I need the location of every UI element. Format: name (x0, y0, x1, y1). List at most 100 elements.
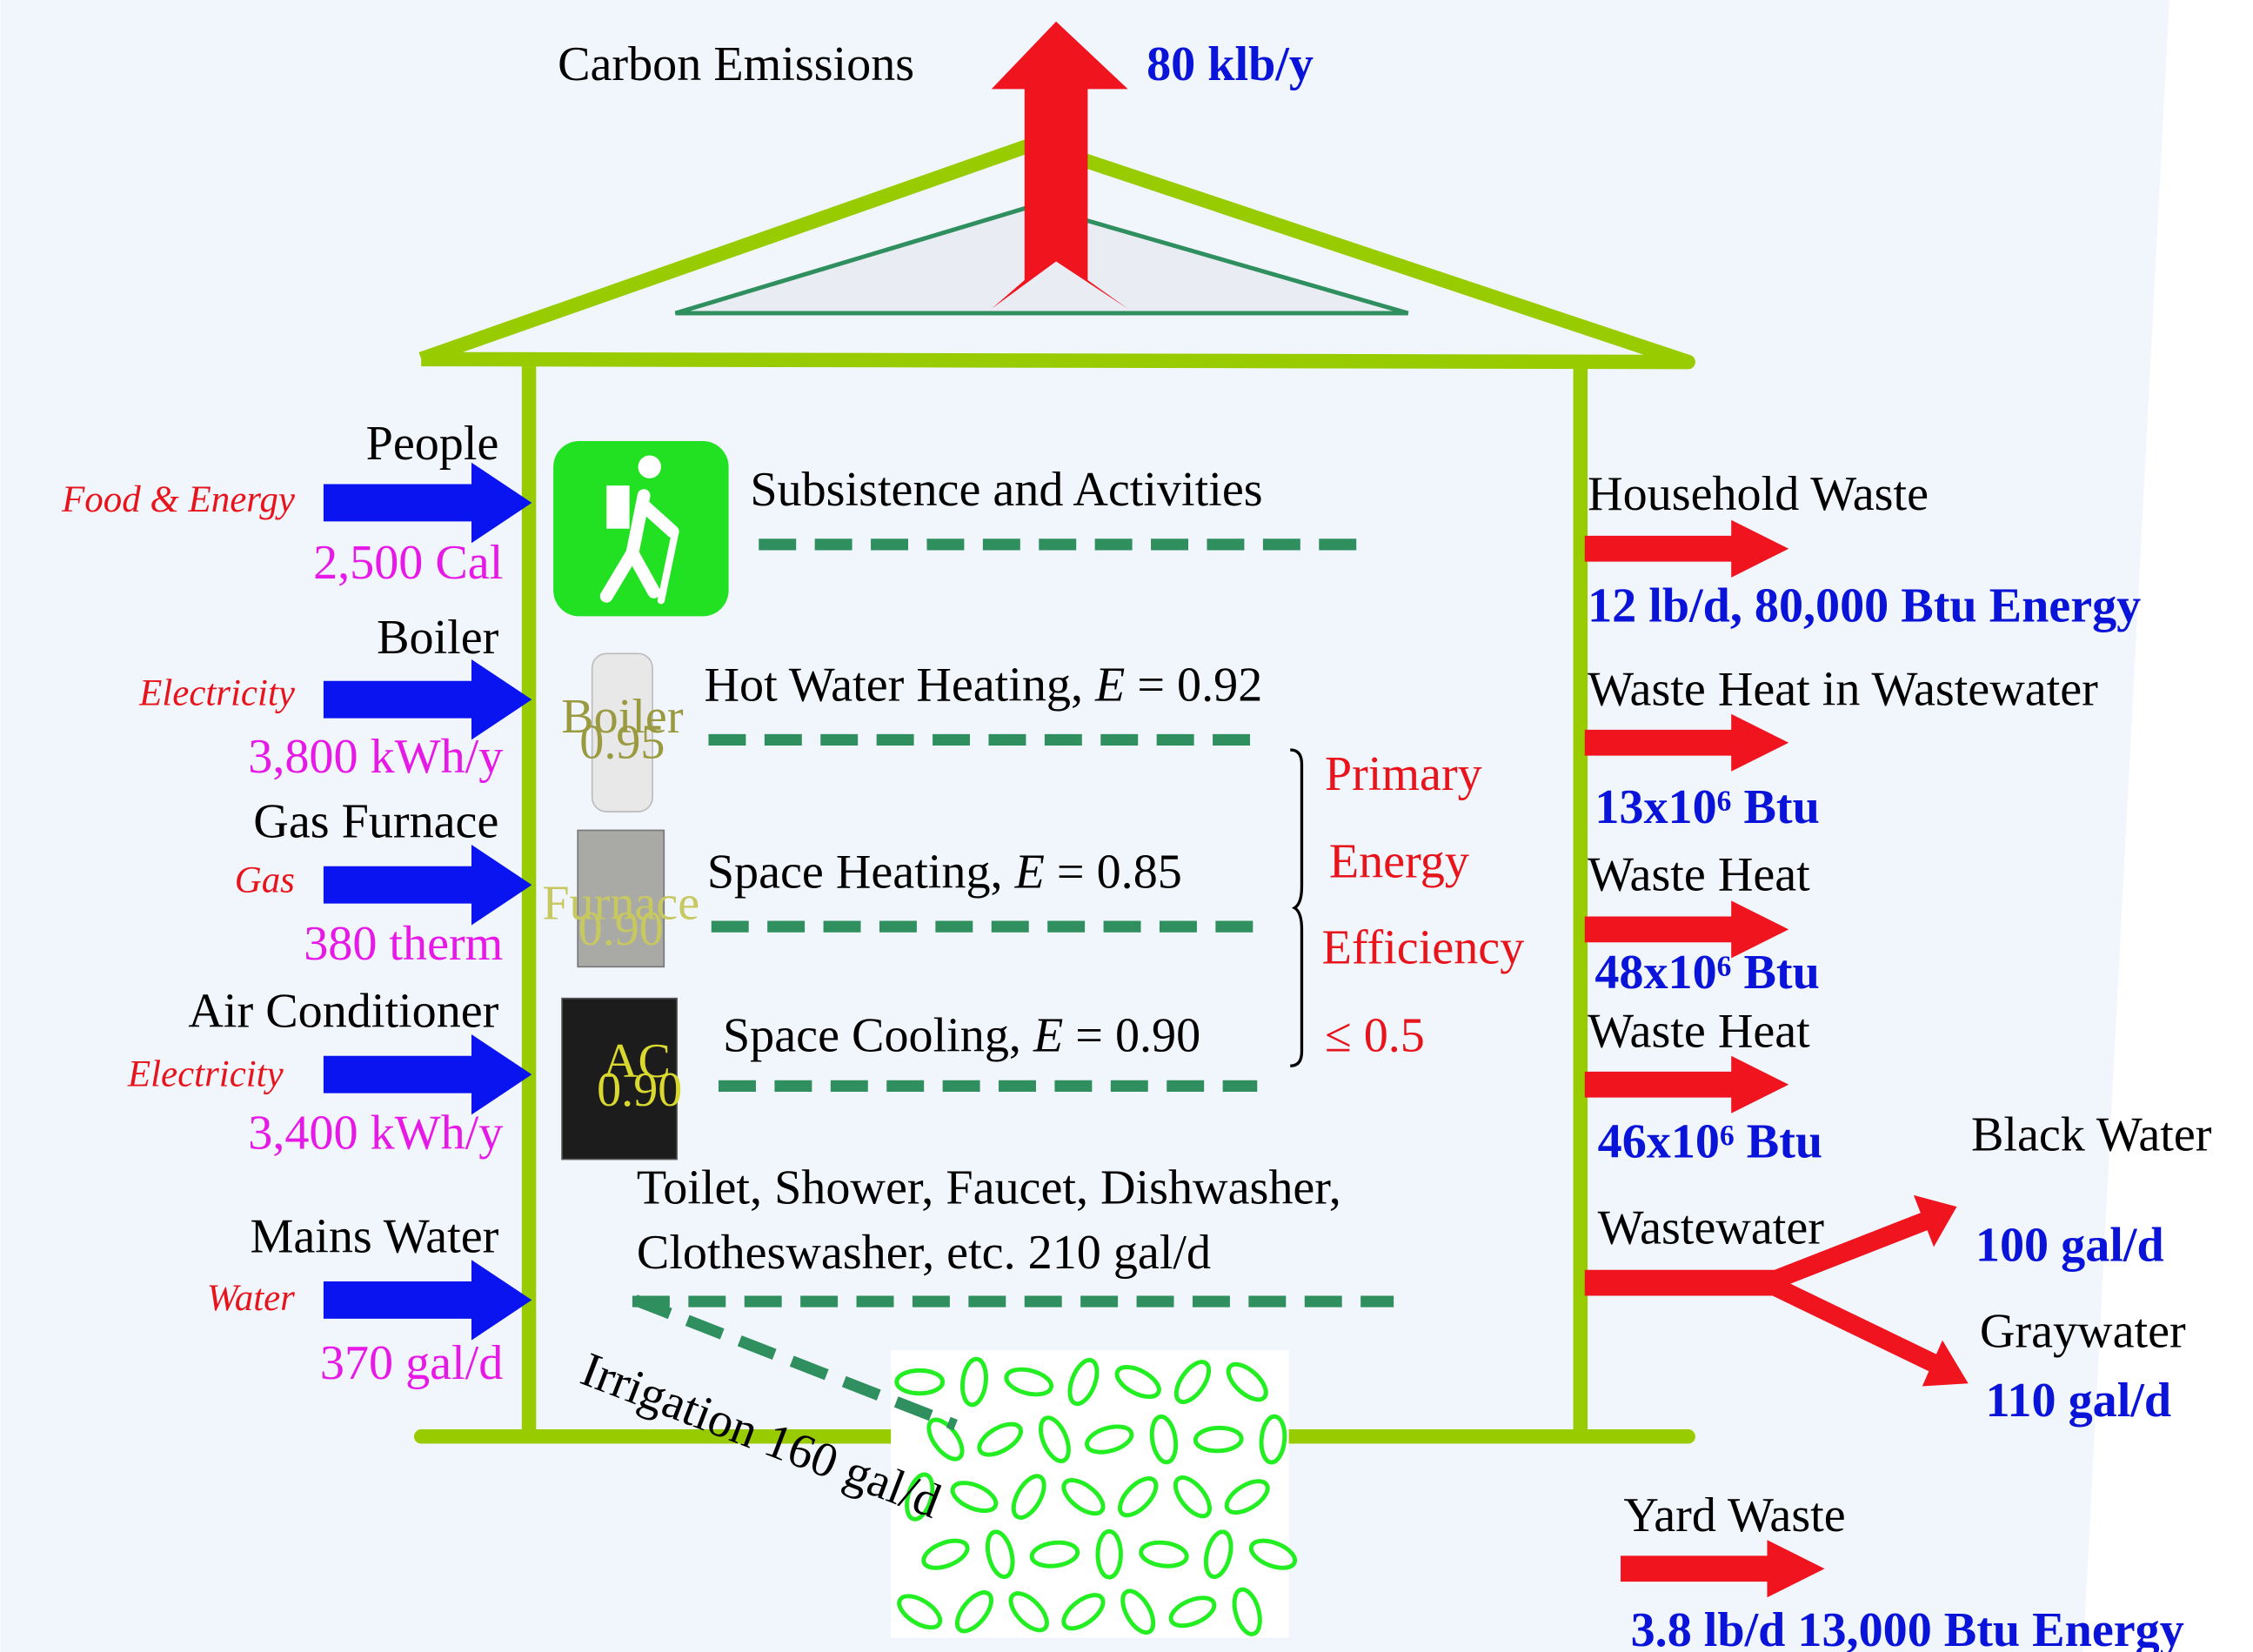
labels: People Food & Energy 2,500 Cal Boiler Electr… (61, 417, 2212, 1652)
input-amount: 380 therm (304, 917, 503, 971)
use-name: Space Cooling, (723, 1008, 1021, 1062)
leaf (1067, 1357, 1100, 1407)
yard (891, 1350, 1289, 1638)
wastewater-shaft (1584, 1269, 1779, 1296)
yard-name: Yard Waste (1623, 1488, 1845, 1542)
irrigation-line (632, 1294, 958, 1431)
input-name: People (366, 417, 499, 471)
boiler-label: Boiler (561, 690, 684, 744)
leaf (977, 1421, 1023, 1457)
use-symbol: E (1033, 1008, 1063, 1062)
output-arrow (1584, 1055, 1789, 1114)
leaf (926, 1417, 965, 1461)
input-arrow (323, 1260, 532, 1341)
leaf (1232, 1587, 1262, 1636)
use-value: = 0.92 (1137, 659, 1262, 712)
leaf (1173, 1475, 1212, 1519)
input-arrow (323, 844, 532, 926)
emission-arrow (991, 21, 1128, 310)
leaf (1203, 1529, 1233, 1580)
ac-rating: 0.90 (597, 1063, 682, 1117)
leaf (1095, 1528, 1123, 1580)
leaf (1011, 1474, 1046, 1520)
leaf (1118, 1476, 1159, 1518)
use-name: Hot Water Heating, (705, 659, 1084, 712)
leaf (1139, 1540, 1189, 1568)
hiker (599, 455, 679, 605)
leaf (1248, 1538, 1298, 1570)
leaf (1226, 1361, 1268, 1402)
leaf (1085, 1424, 1134, 1455)
leaves (894, 1356, 1298, 1636)
leaf (1114, 1365, 1161, 1400)
leaf (1168, 1595, 1217, 1629)
use-symbol: E (1094, 659, 1125, 712)
output-amount: 48x10⁶ Btu (1594, 946, 1820, 1000)
furnace-rating: 0.90 (578, 902, 664, 956)
branch-amount: 100 gal/d (1976, 1219, 2164, 1273)
leaf (905, 1472, 935, 1522)
leaf (921, 1538, 970, 1570)
boiler-tank (591, 652, 653, 813)
arrows (323, 462, 1969, 1598)
output-name: Household Waste (1588, 467, 1929, 521)
leaf (1149, 1414, 1179, 1465)
branch (1763, 1212, 1929, 1292)
leaf (1120, 1588, 1156, 1635)
leaf (950, 1481, 999, 1514)
input-kind: Gas (235, 859, 295, 900)
output-name: Waste Heat in Wastewater (1588, 662, 2098, 716)
branch-head (1922, 1340, 1969, 1387)
output-amount: 46x10⁶ Btu (1598, 1115, 1823, 1169)
input-arrow (323, 462, 532, 544)
output-amount: 12 lb/d, 80,000 Btu Energy (1588, 579, 2141, 633)
input-amount: 2,500 Cal (313, 536, 503, 590)
ac-unit (561, 997, 678, 1160)
use-label: Space Cooling, E = 0.90 (723, 1008, 1200, 1062)
leaf (1004, 1367, 1054, 1397)
leaf (1173, 1360, 1212, 1404)
input-kind: Electricity (127, 1053, 284, 1094)
furnace-label: Furnace (542, 877, 699, 931)
use-symbol: E (1014, 845, 1045, 899)
boiler-rating: 0.95 (579, 716, 665, 770)
leaf (897, 1594, 943, 1630)
branch-name: Black Water (1971, 1107, 2212, 1161)
efficiency-text: Primary (1325, 747, 1482, 801)
use-label: Hot Water Heating, E = 0.92 (705, 659, 1263, 712)
leaf (1008, 1591, 1049, 1633)
efficiency-text: Efficiency (1322, 921, 1525, 975)
leaf (1193, 1425, 1244, 1454)
input-name: Air Conditioner (188, 984, 498, 1038)
leaf (985, 1529, 1015, 1580)
input-kind: Food & Energy (61, 479, 296, 520)
roof (418, 136, 1695, 370)
output-arrow (1584, 900, 1789, 959)
branch-name: Graywater (1980, 1305, 2186, 1359)
wastewater-name: Wastewater (1598, 1201, 1825, 1255)
input-name: Gas Furnace (253, 794, 498, 848)
leaf (1259, 1414, 1287, 1465)
emission-label: Carbon Emissions (558, 37, 914, 91)
fixtures-line: Clotheswasher, etc. 210 gal/d (637, 1226, 1211, 1280)
leaf (959, 1356, 988, 1408)
output-name: Waste Heat (1588, 847, 1810, 901)
input-arrow (323, 1033, 532, 1115)
efficiency-text: Energy (1329, 835, 1469, 889)
use-name: Space Heating, (707, 845, 1003, 899)
yard-amount: 3.8 lb/d 13,000 Btu Energy (1631, 1603, 2184, 1652)
ac-label: AC (603, 1034, 671, 1088)
input-arrow (323, 659, 532, 740)
output-arrow (1584, 519, 1789, 578)
efficiency-text: ≤ 0.5 (1325, 1008, 1425, 1062)
input-amount: 3,400 kWh/y (248, 1107, 503, 1160)
leaf (1224, 1479, 1270, 1515)
emission-value: 80 klb/y (1147, 37, 1314, 91)
leaf (1061, 1593, 1106, 1631)
use-value: = 0.90 (1075, 1008, 1200, 1062)
input-kind: Water (207, 1278, 295, 1319)
yard-arrow (1621, 1540, 1825, 1598)
branch-amount: 110 gal/d (1985, 1374, 2171, 1428)
fixtures-line: Toilet, Shower, Faucet, Dishwasher, (637, 1160, 1341, 1214)
